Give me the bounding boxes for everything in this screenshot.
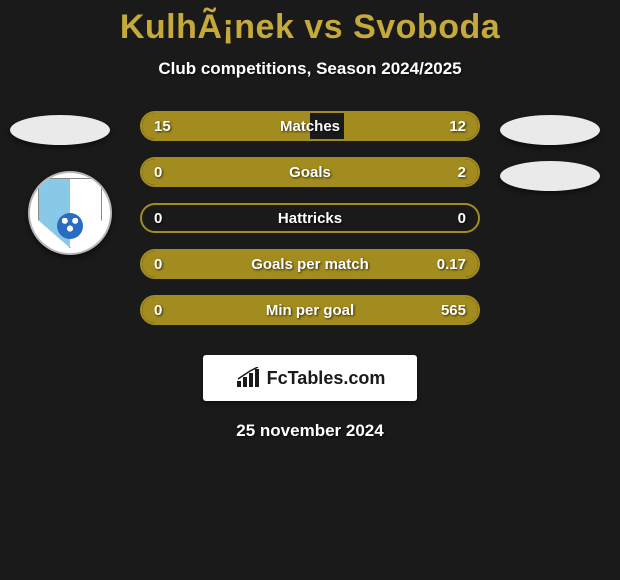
player-left-badge xyxy=(10,115,110,145)
stat-label: Hattricks xyxy=(278,210,342,227)
stat-label: Goals xyxy=(289,164,331,181)
player-right-badge-1 xyxy=(500,115,600,145)
club-logo-inner: FC GRAFFIN VLAŠIM xyxy=(35,178,105,248)
stat-rows: 15 Matches 12 0 Goals 2 0 Hattricks 0 0 Goals per … xyxy=(140,111,480,325)
stat-label: Min per goal xyxy=(266,302,354,319)
infographic-container: KulhÃ¡nek vs Svoboda Club competitions, … xyxy=(0,0,620,441)
club-logo: FC GRAFFIN VLAŠIM xyxy=(28,171,112,255)
stat-row: 0 Goals per match 0.17 xyxy=(140,249,480,279)
stat-row: 0 Goals 2 xyxy=(140,157,480,187)
stat-row: 0 Min per goal 565 xyxy=(140,295,480,325)
stat-value-left: 0 xyxy=(154,164,162,181)
comparison-area: FC GRAFFIN VLAŠIM 15 Matches 12 0 Goals 2 0 Hat… xyxy=(0,111,620,441)
stat-value-right: 0 xyxy=(458,210,466,227)
stat-value-right: 2 xyxy=(458,164,466,181)
stat-row: 15 Matches 12 xyxy=(140,111,480,141)
player-right-badge-2 xyxy=(500,161,600,191)
page-subtitle: Club competitions, Season 2024/2025 xyxy=(0,59,620,79)
stat-fill-left xyxy=(142,159,209,185)
stat-label: Goals per match xyxy=(251,256,369,273)
brand-text: FcTables.com xyxy=(267,368,386,389)
stat-value-right: 565 xyxy=(441,302,466,319)
stat-value-left: 0 xyxy=(154,302,162,319)
stat-value-left: 0 xyxy=(154,256,162,273)
shield-icon xyxy=(38,178,102,248)
stat-value-left: 15 xyxy=(154,118,171,135)
stat-fill-right xyxy=(209,159,478,185)
stat-value-right: 0.17 xyxy=(437,256,466,273)
brand-badge: FcTables.com xyxy=(203,355,417,401)
stat-value-left: 0 xyxy=(154,210,162,227)
page-title: KulhÃ¡nek vs Svoboda xyxy=(0,8,620,47)
stat-row: 0 Hattricks 0 xyxy=(140,203,480,233)
stat-value-right: 12 xyxy=(449,118,466,135)
date-text: 25 november 2024 xyxy=(0,421,620,441)
stat-label: Matches xyxy=(280,118,340,135)
bar-chart-icon xyxy=(235,367,261,389)
